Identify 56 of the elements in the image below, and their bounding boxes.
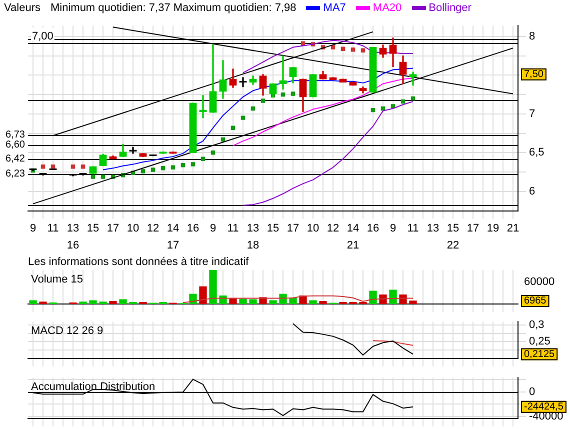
x-tick-label: 15 [266,222,280,234]
x-tick-label: 11 [407,222,419,234]
x-tick-label: 14 [346,222,360,234]
y-tick-label: 0,3 [529,318,544,331]
text: 16 [66,240,80,252]
x-tick-label: 16 [186,222,200,234]
text: 17 [166,240,180,252]
x-tick-label: 21 [506,222,520,234]
x-tick-label: 15 [446,222,460,234]
x-tick-label: 17 [466,222,480,234]
text: 18 [246,240,260,252]
legend-label: Bollinger [428,2,472,14]
text: Les informations sont données à titre indicatif [28,256,250,268]
x-tick-label: 11 [47,222,59,234]
y-tick-label: 7 [529,108,536,120]
ref-line-label: 6,73 [6,130,26,141]
text: 21 [346,240,360,252]
y-tick-label: 0,25 [529,336,550,348]
chart-title: Accumulation Distribution [31,381,156,394]
x-tick-label: 14 [166,222,180,234]
x-tick-label: 9 [30,222,36,234]
x-tick-label: 17 [286,222,300,234]
x-tick-label: 12 [326,222,340,234]
text: Minimum quotidien: 7,37 Maximum quotidien: 7,98 [50,2,296,14]
text: -24424,5 [524,402,564,413]
chart-title: MACD 12 26 9 [31,325,104,338]
x-tick-label: 17 [106,222,120,234]
ref-line-label: 6,23 [6,168,26,180]
ref-line-label: 6,42 [6,154,26,165]
y-tick-label: 0 [529,386,536,398]
chart-title: Volume 15 [31,274,83,286]
x-tick-label: 10 [306,222,320,234]
legend-label: MA7 [323,2,346,14]
x-tick-label: 13 [246,222,260,234]
text: 22 [446,240,460,252]
text: 0,2125 [524,348,556,360]
x-tick-label: 12 [146,222,160,234]
text: 7,50 [524,69,544,80]
annotation: 7,00 [32,30,54,43]
x-tick-label: 10 [126,222,140,234]
x-tick-label: 13 [426,222,440,234]
x-tick-label: 11 [227,222,239,234]
ref-line-label: 6,60 [6,140,26,151]
y-tick-label: 6,5 [529,146,544,159]
text: 60000 [524,276,555,288]
y-tick-label: 6 [529,185,536,198]
x-tick-label: 13 [66,222,80,234]
legend-label: MA20 [372,2,402,14]
y-tick-label: 8 [529,30,536,42]
x-tick-label: 15 [86,222,100,234]
text: 6965 [524,296,547,307]
x-tick-label: 9 [210,222,216,234]
legend-title: Valeurs [4,2,40,14]
x-tick-label: 9 [390,222,396,234]
x-tick-label: 19 [486,222,500,234]
x-tick-label: 16 [366,222,380,234]
